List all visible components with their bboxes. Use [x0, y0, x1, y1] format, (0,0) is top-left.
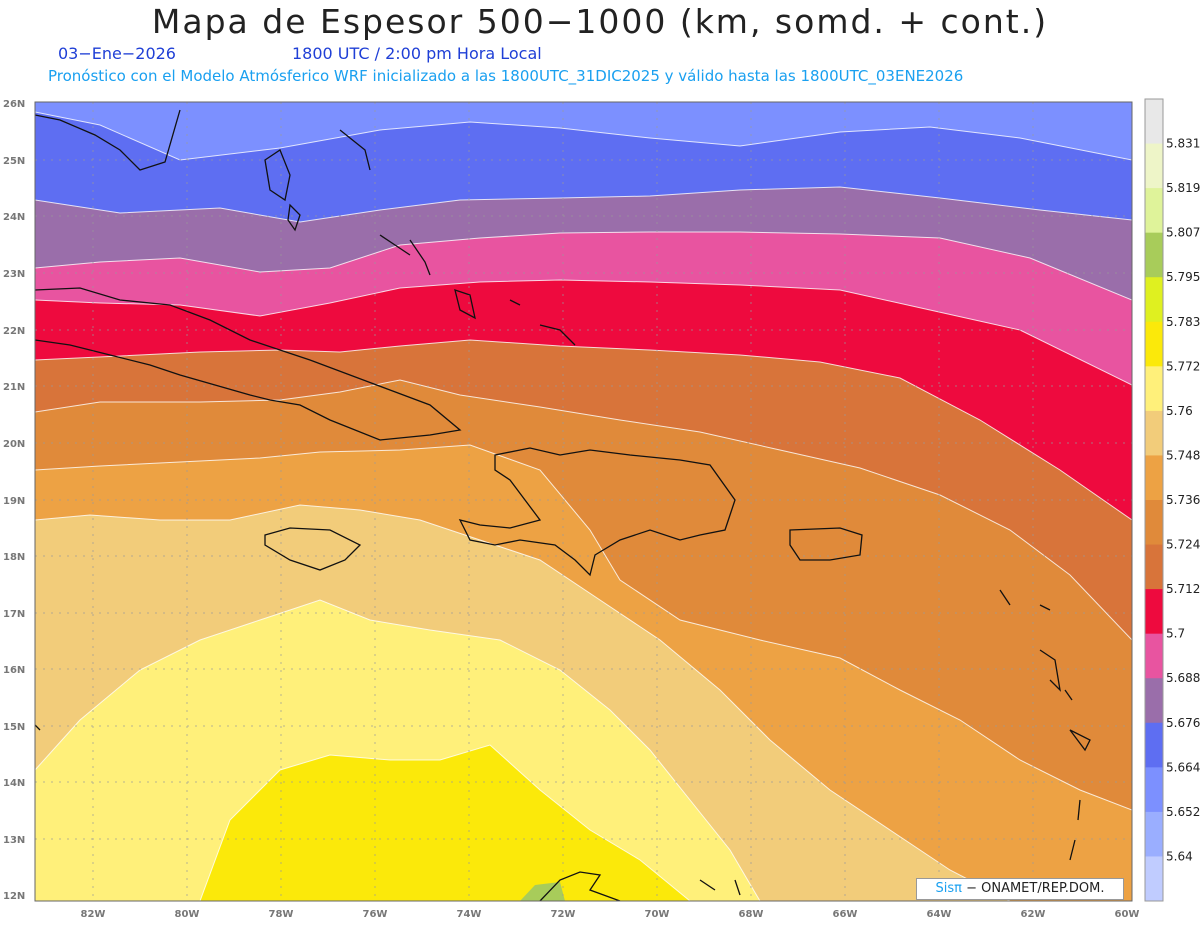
colorbar-label: 5.736: [1166, 493, 1200, 507]
latitude-labels: 26N 25N 24N 23N 22N 21N 20N 19N 18N 17N …: [3, 99, 25, 902]
colorbar-label: 5.831: [1166, 137, 1200, 151]
lon-label: 78W: [269, 909, 294, 920]
lat-label: 22N: [3, 326, 25, 337]
lat-label: 26N: [3, 99, 25, 110]
lat-label: 15N: [3, 722, 25, 733]
credit-text: − ONAMET/REP.DOM.: [966, 881, 1105, 896]
colorbar-swatch: [1145, 143, 1163, 189]
colorbar-label: 5.783: [1166, 315, 1200, 329]
colorbar-label: 5.724: [1166, 538, 1200, 552]
lat-label: 18N: [3, 552, 25, 563]
colorbar-swatch: [1145, 767, 1163, 813]
lat-label: 13N: [3, 835, 25, 846]
colorbar-label: 5.676: [1166, 716, 1200, 730]
colorbar-label: 5.688: [1166, 671, 1200, 685]
coast-puerto-rico: [789, 527, 863, 561]
colorbar-swatch: [1145, 99, 1163, 145]
lat-label: 14N: [3, 778, 25, 789]
colorbar-label: 5.819: [1166, 181, 1200, 195]
colorbar-swatch: [1145, 277, 1163, 323]
coast-hispaniola: [458, 447, 736, 577]
colorbar-label: 5.795: [1166, 270, 1200, 284]
colorbar-label: 5.807: [1166, 226, 1200, 240]
band-5772: [200, 745, 690, 901]
forecast-time: 1800 UTC / 2:00 pm Hora Local: [292, 44, 542, 63]
colorbar: 5.831 5.819 5.807 5.795 5.783 5.772 5.76 5.748 5…: [1144, 98, 1200, 902]
lon-label: 76W: [363, 909, 388, 920]
map-frame: [34, 101, 1133, 902]
colorbar-label: 5.64: [1166, 849, 1193, 863]
forecast-subtitle: Pronóstico con el Modelo Atmósferico WRF…: [48, 67, 964, 85]
forecast-date: 03−Ene−2026: [58, 44, 176, 63]
coast-andros: [264, 149, 291, 202]
colorbar-label: 5.7: [1166, 627, 1185, 641]
coast-jamaica: [264, 527, 362, 571]
lat-label: 23N: [3, 269, 25, 280]
colorbar-swatch: [1145, 500, 1163, 546]
lon-label: 60W: [1115, 909, 1140, 920]
thickness-field: [35, 102, 1132, 901]
lon-label: 70W: [645, 909, 670, 920]
colorbar-swatch: [1145, 321, 1163, 367]
colorbar-swatch: [1145, 722, 1163, 768]
colorbar-frame: [1144, 98, 1164, 902]
lat-label: 25N: [3, 156, 25, 167]
lon-label: 80W: [175, 909, 200, 920]
colorbar-swatch: [1145, 811, 1163, 857]
colorbar-swatch: [1145, 188, 1163, 234]
coast-venezuela: [539, 871, 621, 901]
colorbar-label: 5.652: [1166, 805, 1200, 819]
lon-label: 68W: [739, 909, 764, 920]
colorbar-swatch: [1145, 366, 1163, 412]
map-title: Mapa de Espesor 500−1000 (km, somd. + co…: [151, 2, 1049, 41]
lat-label: 16N: [3, 665, 25, 676]
colorbar-label: 5.76: [1166, 404, 1193, 418]
coast-cuba: [35, 287, 462, 441]
colorbar-label: 5.664: [1166, 760, 1200, 774]
colorbar-swatch: [1145, 589, 1163, 635]
lat-label: 20N: [3, 439, 25, 450]
coast-florida: [35, 109, 181, 171]
colorbar-swatch: [1145, 232, 1163, 278]
colorbar-swatch: [1145, 455, 1163, 501]
lon-label: 66W: [833, 909, 858, 920]
lat-label: 12N: [3, 891, 25, 902]
colorbar-swatch: [1145, 633, 1163, 679]
lon-label: 64W: [927, 909, 952, 920]
credit-brand: Sisπ: [935, 881, 962, 896]
lon-label: 74W: [457, 909, 482, 920]
coastlines: [35, 109, 1091, 901]
lat-label: 21N: [3, 382, 25, 393]
credit-box: Sisπ − ONAMET/REP.DOM.: [916, 878, 1124, 900]
lon-label: 62W: [1021, 909, 1046, 920]
longitude-labels: 82W 80W 78W 76W 74W 72W 70W 68W 66W 64W …: [81, 909, 1140, 920]
colorbar-label: 5.712: [1166, 582, 1200, 596]
lat-label: 19N: [3, 496, 25, 507]
lon-label: 72W: [551, 909, 576, 920]
colorbar-label: 5.772: [1166, 359, 1200, 373]
colorbar-swatch: [1145, 678, 1163, 724]
lon-label: 82W: [81, 909, 106, 920]
colorbar-label: 5.748: [1166, 448, 1200, 462]
colorbar-swatch: [1145, 544, 1163, 590]
lat-label: 17N: [3, 609, 25, 620]
colorbar-swatch: [1145, 410, 1163, 456]
colorbar-swatch: [1145, 856, 1163, 902]
lat-label: 24N: [3, 212, 25, 223]
